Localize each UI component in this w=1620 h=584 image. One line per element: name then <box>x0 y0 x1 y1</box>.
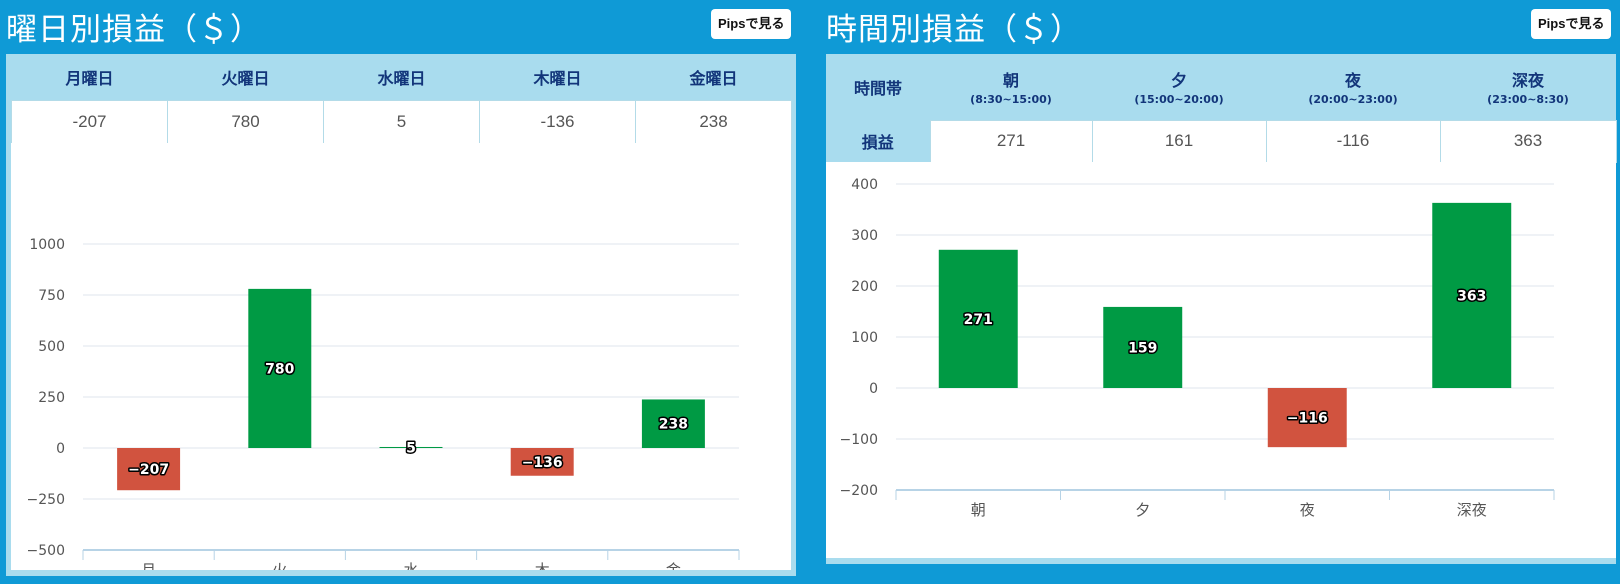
day-value-thu: -136 <box>479 99 636 144</box>
time-header-morning-name: 朝 <box>1002 71 1019 91</box>
time-header-evening-name: 夕 <box>1170 71 1187 91</box>
time-header-latenight: 深夜 (23:00~8:30) <box>1440 54 1616 120</box>
time-chart-ytick-label: 0 <box>869 381 878 397</box>
day-chart-data-label: −207 <box>128 462 169 478</box>
day-chart-ytick-label: 750 <box>38 288 65 304</box>
time-chart-data-label: 159 <box>1128 340 1157 356</box>
time-value-latenight: 363 <box>1439 119 1617 163</box>
day-header-wed: 水曜日 <box>323 54 480 100</box>
day-chart-bar <box>117 448 181 491</box>
day-summary-table: 月曜日 火曜日 水曜日 木曜日 金曜日 -207 780 5 -136 238 <box>11 54 792 144</box>
time-value-night: -116 <box>1265 119 1441 163</box>
time-header-morning-range: (8:30~15:00) <box>970 93 1052 107</box>
day-pips-button[interactable]: Pipsで見る <box>711 9 792 39</box>
day-bar-chart: 1000 750 500 250 0 −250 −500 −207 月 780 火 5 水 −136 木 23… <box>27 237 740 579</box>
time-chart-ytick-label: −200 <box>840 483 878 499</box>
day-value-tue: 780 <box>167 99 324 144</box>
day-header-thu: 木曜日 <box>479 54 636 100</box>
time-chart-data-label: 271 <box>964 312 993 328</box>
day-header-tue: 火曜日 <box>167 54 324 100</box>
day-panel-box: 月曜日 火曜日 水曜日 木曜日 金曜日 -207 780 5 -136 238 … <box>6 54 796 579</box>
day-chart-ytick-label: 250 <box>38 390 65 406</box>
time-header-night-range: (20:00~23:00) <box>1308 93 1398 107</box>
time-header-morning: 朝 (8:30~15:00) <box>930 54 1092 120</box>
time-chart-x-label: 夕 <box>1135 501 1150 519</box>
day-chart-ytick-label: −500 <box>27 543 65 559</box>
day-chart-x-label: 月 <box>141 561 156 570</box>
day-chart-ytick-label: 0 <box>56 441 65 457</box>
time-chart-data-label: 363 <box>1457 288 1486 304</box>
day-chart-x-label: 水 <box>403 561 418 570</box>
time-value-morning: 271 <box>929 119 1093 163</box>
time-chart-ytick-label: −100 <box>840 432 878 448</box>
time-header-evening: 夕 (15:00~20:00) <box>1092 54 1266 120</box>
day-value-wed: 5 <box>323 99 480 144</box>
day-header-fri: 金曜日 <box>635 54 792 100</box>
day-chart-bar <box>379 446 443 448</box>
time-chart-ytick-label: 400 <box>851 177 878 193</box>
time-value-evening: 161 <box>1091 119 1267 163</box>
day-chart-bar <box>248 288 312 448</box>
time-summary-table: 時間帯 朝 (8:30~15:00) 夕 (15:00~20:00) 夜 (20:00… <box>826 54 1617 163</box>
time-chart-data-label: −116 <box>1287 411 1328 427</box>
day-chart-x-label: 木 <box>535 561 550 570</box>
time-value-header: 損益 <box>826 120 930 162</box>
time-chart-ytick-label: 300 <box>851 228 878 244</box>
day-chart-ytick-label: −250 <box>27 492 65 508</box>
time-header-latenight-name: 深夜 <box>1511 71 1544 91</box>
day-chart-bar <box>641 399 705 448</box>
time-chart-area: 400 300 200 100 0 −100 −200 271 朝 159 夕 −116 夜 363 深夜 <box>826 162 1616 558</box>
time-header-latenight-range: (23:00~8:30) <box>1487 93 1569 107</box>
time-chart-bar <box>938 249 1018 388</box>
day-value-fri: 238 <box>635 99 792 144</box>
day-chart-x-label: 火 <box>272 561 287 570</box>
day-chart-ytick-label: 1000 <box>29 237 65 253</box>
time-chart-ytick-label: 100 <box>851 330 878 346</box>
time-bar-chart: 400 300 200 100 0 −100 −200 271 朝 159 夕 −116 夜 363 深夜 <box>840 177 1555 519</box>
day-chart-bar <box>510 448 574 476</box>
time-panel-title: 時間別損益（＄） <box>826 12 1082 48</box>
day-chart-data-label: 780 <box>265 361 294 377</box>
time-chart-x-label: 夜 <box>1300 501 1315 519</box>
time-chart-x-label: 深夜 <box>1457 501 1487 519</box>
day-chart-data-label: −136 <box>522 455 563 471</box>
time-pips-button[interactable]: Pipsで見る <box>1531 9 1612 39</box>
time-chart-ytick-label: 200 <box>851 279 878 295</box>
time-panel-box: 時間帯 朝 (8:30~15:00) 夕 (15:00~20:00) 夜 (20:00… <box>826 54 1617 564</box>
time-chart-bar <box>1103 306 1183 388</box>
day-chart-data-label: 238 <box>659 417 688 433</box>
day-value-mon: -207 <box>11 99 168 144</box>
day-chart-area: 1000 750 500 250 0 −250 −500 −207 月 780 火 5 水 −136 木 23… <box>11 143 791 579</box>
day-chart-data-label: 5 <box>406 440 416 456</box>
day-header-mon: 月曜日 <box>11 54 168 100</box>
time-row-header: 時間帯 <box>826 54 930 120</box>
day-panel-title: 曜日別損益（＄） <box>6 12 262 48</box>
day-chart-x-label: 金 <box>666 561 681 570</box>
time-chart-bar <box>1267 388 1347 448</box>
time-header-evening-range: (15:00~20:00) <box>1134 93 1224 107</box>
time-chart-bar <box>1432 202 1512 388</box>
time-header-night-name: 夜 <box>1344 71 1361 91</box>
day-chart-ytick-label: 500 <box>38 339 65 355</box>
time-header-night: 夜 (20:00~23:00) <box>1266 54 1440 120</box>
time-chart-x-label: 朝 <box>971 501 986 519</box>
